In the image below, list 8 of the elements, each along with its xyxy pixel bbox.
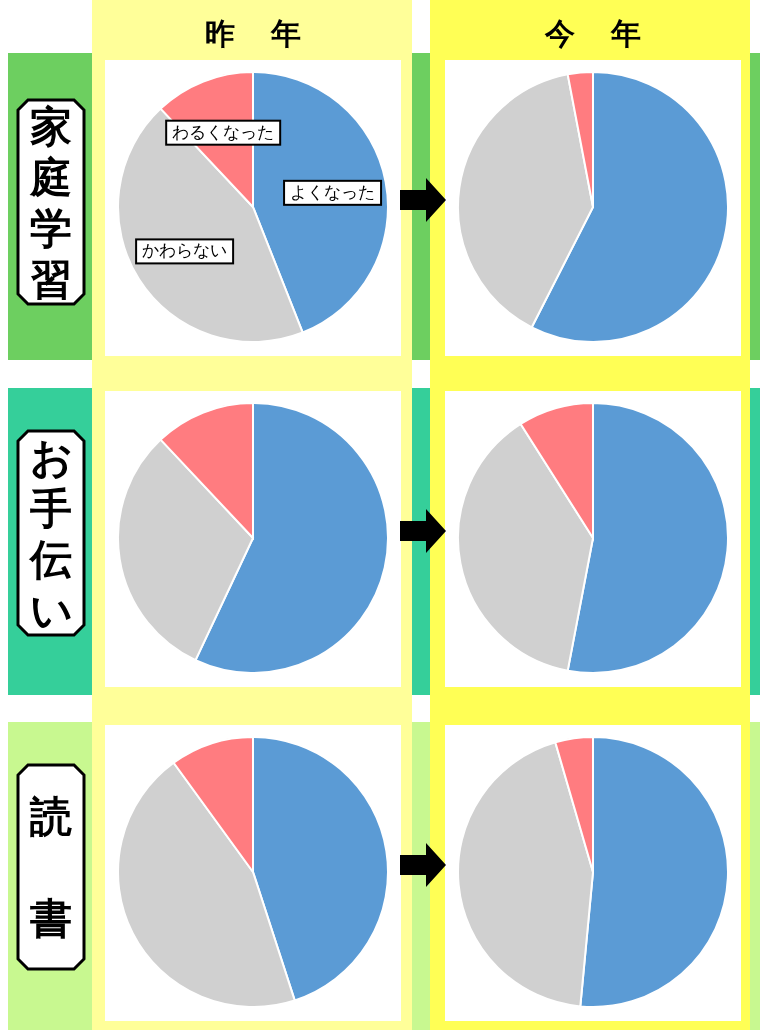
chart-title: 今年 bbox=[544, 16, 677, 51]
text: 読書 bbox=[30, 792, 72, 943]
text: 家庭学習 bbox=[29, 101, 72, 304]
chart-title: 昨年 bbox=[205, 16, 337, 51]
text: お手伝い bbox=[28, 432, 73, 635]
slice-label: わるくなった bbox=[172, 121, 275, 142]
slice-label: よくなった bbox=[290, 181, 376, 202]
slice-label: かわらない bbox=[142, 240, 228, 261]
